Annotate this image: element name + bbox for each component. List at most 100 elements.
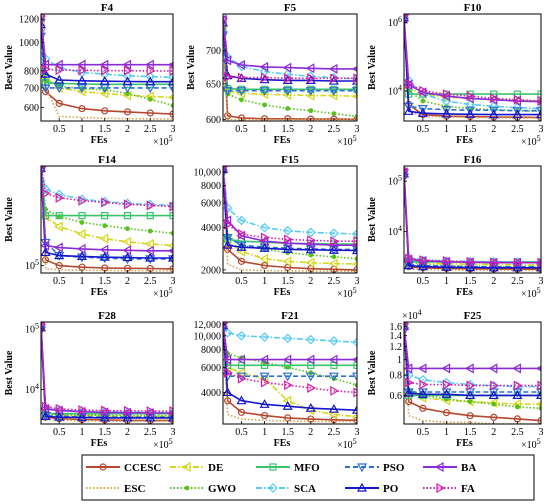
x-tick-label: 0.5 [417,427,430,438]
series-point [351,245,357,255]
panel-title: F5 [284,2,297,14]
y-tick-label: 700 [206,46,221,57]
series-point [537,380,541,391]
legend-item-ccesc: CCESC [86,462,161,474]
series-point [282,62,292,73]
series-point [146,200,156,211]
y-axis-label: Best Value [367,197,378,242]
series-point [41,84,51,94]
series-point [99,233,109,244]
x-tick-label: 2.5 [511,124,524,135]
series-point [79,220,85,225]
x-axis-label: FEs [456,287,473,298]
series-point [331,111,337,116]
x-exponent-label: ×105 [337,437,357,451]
series-point [329,336,339,346]
series-point [147,96,153,102]
series-point [99,412,110,422]
y-tick-label: 700 [24,83,39,94]
series-point [76,412,87,422]
legend-marker [356,482,368,492]
x-tick-label: 0.5 [53,427,66,438]
series-point [78,65,88,76]
series-f14-fa [41,166,173,212]
series-point [328,75,339,85]
series-point [307,235,317,246]
series-point [535,390,541,400]
series-point [224,71,233,83]
series-point [328,245,339,254]
series-point [404,14,410,22]
series-point [223,55,232,66]
series-point [145,59,154,70]
legend-marker [99,463,107,471]
series-f5-sca [223,14,357,84]
series-point [537,416,541,424]
x-axis-label: FEs [456,438,473,449]
x-tick-label: 3 [539,276,544,287]
x-tick-label: 1.5 [281,427,294,438]
series-point [223,326,229,336]
series-point [259,61,269,72]
series-point [329,228,339,239]
x-tick-label: 2.5 [328,276,341,287]
panel-f5: F5 0.5 1 1.5 2 2.5 3 FEs ×105 600 650 700 Best Value [186,2,360,148]
series-line [41,17,173,66]
legend-label: DE [208,462,223,474]
legend-marker [356,463,368,473]
series-point [466,256,476,267]
legend-marker [181,461,191,473]
series-point [259,243,270,252]
y-axis-label: Best Value [186,45,197,90]
x-tick-label: 0.5 [235,427,248,438]
series-line [41,167,173,217]
series-point [78,195,88,206]
series-point [236,246,246,257]
series-point [260,411,269,420]
series-point [404,260,414,270]
x-tick-label: 1 [79,124,84,135]
x-tick-label: 2.5 [144,427,157,438]
series-point [353,416,357,424]
plot-frame [40,13,174,122]
series-point [441,108,452,118]
x-tick-label: 1.5 [464,427,477,438]
y-tick-label: 104 [25,382,39,396]
x-tick-label: 1 [444,427,449,438]
series-f14-esc [41,169,173,272]
series-point [99,244,109,255]
series-point [330,73,340,84]
series-line [41,327,173,418]
x-axis-label: FEs [91,438,108,449]
legend-marker [436,482,446,494]
series-point [99,254,110,264]
series-point [54,411,65,421]
series-point [54,189,65,200]
series-point [55,403,65,414]
series-f21-fa [223,322,357,398]
series-point [418,374,428,385]
series-point [123,108,132,116]
series-point [259,399,270,408]
series-point [145,255,156,265]
plot-frame [403,165,542,274]
series-point [236,354,246,365]
x-tick-label: 0.5 [53,124,66,135]
series-point [282,372,293,382]
series-point [236,330,247,341]
series-f21-esc [223,327,357,423]
x-tick-label: 1.5 [281,124,294,135]
series-point [307,382,317,393]
series-point [512,109,523,119]
series-point [168,72,173,83]
x-tick-label: 2 [491,124,496,135]
series-point [223,354,232,365]
y-axis-label: Best Value [367,45,378,90]
series-point [122,76,133,86]
x-tick-label: 2 [308,427,313,438]
series-point [122,236,132,247]
series-point [305,244,316,254]
series-point [330,236,340,247]
series-point [239,97,244,103]
